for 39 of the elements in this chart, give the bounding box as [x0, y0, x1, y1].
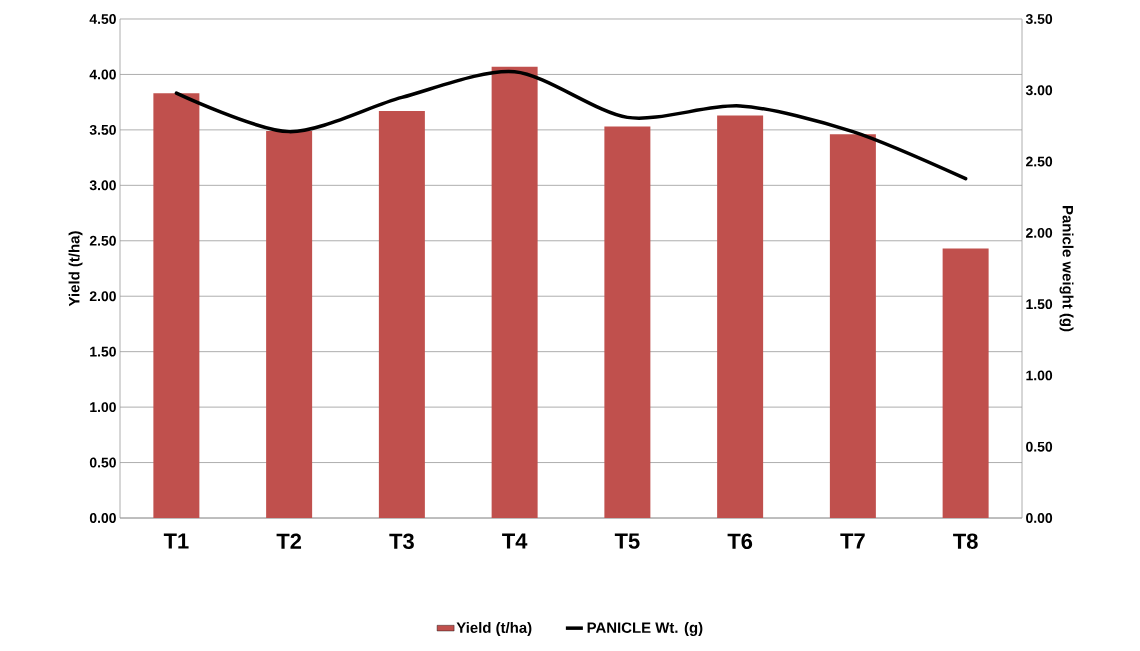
bar — [829, 134, 876, 518]
x-tick-label: T3 — [389, 533, 414, 550]
y-tick-label: 2.50 — [89, 235, 116, 246]
y2-tick-label: 0.50 — [1026, 441, 1053, 452]
y2-tick-label: 3.00 — [1025, 85, 1053, 96]
y-tick-label: 0.00 — [89, 513, 116, 523]
x-tick-label: T1 — [163, 533, 189, 549]
bar — [604, 126, 651, 518]
y-tick-label: 2.00 — [89, 291, 116, 302]
x-tick-label: T8 — [953, 533, 978, 550]
x-tick-label: T2 — [276, 533, 302, 549]
y-tick-label: 3.00 — [89, 180, 116, 191]
bar — [717, 115, 764, 518]
x-tick-label: T4 — [502, 533, 528, 549]
y-tick-label: 4.00 — [89, 69, 116, 80]
y-tick-label: 1.50 — [90, 346, 116, 357]
y-tick-label: 3.50 — [89, 124, 116, 135]
y2-tick-label: 1.50 — [1026, 299, 1053, 310]
legend-label: PANICLE Wt. (g) — [587, 621, 703, 636]
y2-tick-label: 2.50 — [1026, 156, 1053, 167]
bar — [266, 131, 313, 518]
y2-tick-label: 2.00 — [1026, 227, 1053, 238]
bar — [942, 248, 989, 518]
y2-axis-title: Panicle weight (g) — [1059, 205, 1074, 332]
y2-tick-label: 1.00 — [1026, 370, 1053, 381]
y-tick-label: 4.50 — [89, 14, 116, 24]
bar — [491, 66, 538, 518]
legend-label: Yield (t/ha) — [456, 621, 532, 636]
y-tick-label: 1.00 — [90, 402, 116, 413]
bar — [378, 111, 425, 518]
y-tick-label: 0.50 — [89, 457, 116, 468]
line-series — [174, 69, 968, 181]
y2-tick-label: 0.00 — [1026, 513, 1053, 523]
x-tick-label: T7 — [840, 533, 865, 549]
x-tick-label: T6 — [727, 533, 753, 550]
bar — [153, 93, 200, 518]
y-axis-title: Yield (t/ha) — [68, 231, 83, 307]
y2-tick-label: 3.50 — [1025, 14, 1053, 24]
x-tick-label: T5 — [614, 533, 640, 549]
